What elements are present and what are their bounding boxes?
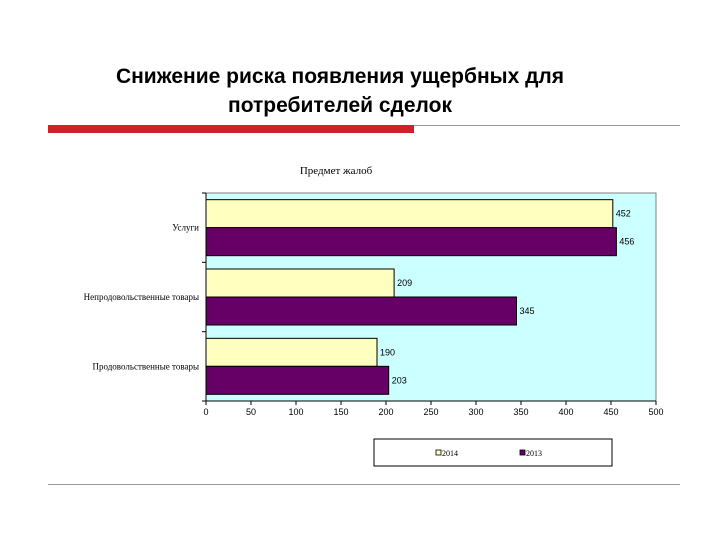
slide-title-line-1: Снижение риска появления ущербных для [115,65,565,88]
category-label: Услуги [172,223,199,233]
x-tick-label: 400 [558,407,573,417]
bar [205,337,378,367]
x-tick-label: 250 [423,407,438,417]
bar [205,268,395,298]
legend-label: 2014 [442,449,458,458]
x-tick-label: 350 [513,407,528,417]
x-tick-label: 150 [333,407,348,417]
bar [205,227,617,257]
x-tick-label: 0 [203,407,208,417]
bar [205,199,614,229]
legend-swatch [435,449,442,456]
x-tick-label: 450 [603,407,618,417]
chart-container: Предмет жалоб 452 456 209 345 190 203 Услуги Н… [48,136,678,481]
legend-box [373,438,613,467]
slide-title: Снижение риска появления ущербных для по… [40,62,640,120]
x-tick-label: 50 [246,407,256,417]
data-label: 209 [397,278,412,288]
x-tick-label: 200 [378,407,393,417]
bar [205,365,390,395]
category-label: Продовольственные товары [92,361,199,371]
chart-title: Предмет жалоб [300,165,373,177]
slide-title-line-2: потребителей сделок [228,94,452,117]
data-label: 456 [619,237,634,247]
data-label: 190 [380,347,395,357]
accent-bar [48,125,414,133]
category-label: Непродовольственные товары [84,292,199,302]
bar [205,296,517,326]
data-label: 203 [392,375,407,385]
data-label: 452 [616,209,631,219]
bar-chart: Предмет жалоб 452 456 209 345 190 203 Услуги Н… [84,165,664,467]
data-label: 345 [520,306,535,316]
legend-label: 2013 [526,449,542,458]
x-tick-label: 500 [648,407,663,417]
bottom-rule [48,484,680,485]
x-tick-label: 300 [468,407,483,417]
x-tick-label: 100 [288,407,303,417]
legend-swatch [519,449,526,456]
